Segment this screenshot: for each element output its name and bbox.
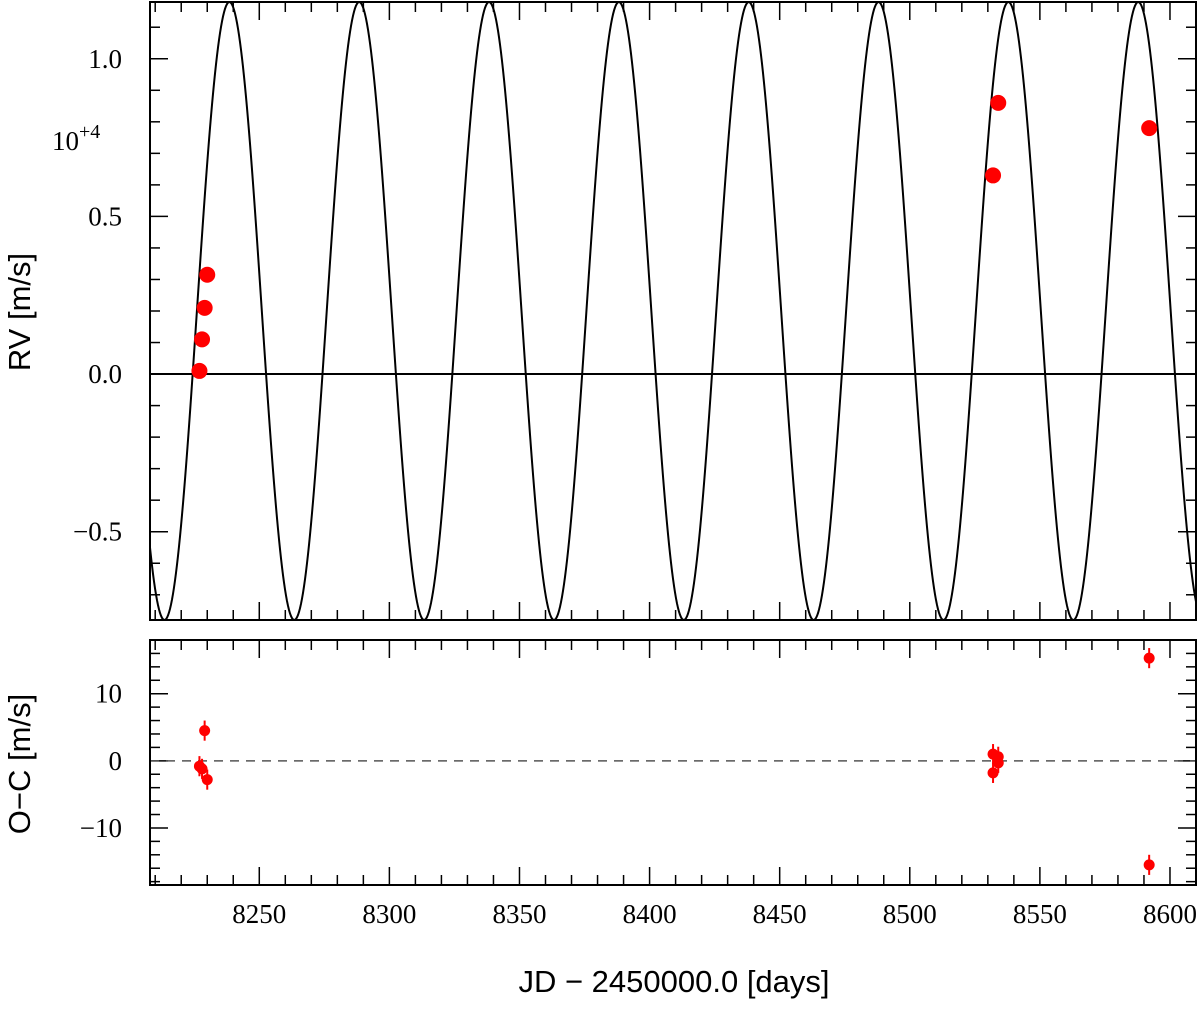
- rv-data-point: [196, 299, 213, 316]
- rv-data-point: [990, 94, 1007, 111]
- residual-ytick-label: −10: [80, 813, 122, 843]
- residual-xtick-label: 8450: [753, 899, 807, 929]
- rv-ticks-group: [150, 2, 1197, 620]
- rv-y-multiplier-exponent: +4: [79, 121, 100, 143]
- rv-data-point: [1141, 120, 1158, 137]
- rv-ytick-label: 0.0: [88, 359, 122, 389]
- residual-data-point: [1143, 652, 1155, 664]
- x-axis-title: JD − 2450000.0 [days]: [518, 964, 829, 999]
- residual-xtick-label: 8250: [232, 899, 286, 929]
- rv-ytick-label: 0.5: [88, 201, 122, 231]
- residual-xtick-label: 8550: [1013, 899, 1067, 929]
- residual-xtick-label: 8350: [492, 899, 546, 929]
- residual-ytick-label: 0: [109, 746, 123, 776]
- residual-data-point: [201, 774, 213, 786]
- residual-panel: −10 0 10 8250 8300 8350 8400 8450 8500 8550 8600 O…: [2, 639, 1197, 999]
- residual-ticks-group: [150, 639, 1197, 885]
- rv-y-multiplier-base: 10: [52, 126, 79, 156]
- residual-xtick-label: 8300: [362, 899, 416, 929]
- residual-xtick-label: 8500: [883, 899, 937, 929]
- rv-model-curve: [149, 0, 1197, 622]
- rv-data-point: [199, 266, 216, 283]
- residual-data-point: [199, 725, 211, 737]
- rv-panel-frame: [149, 1, 1197, 621]
- residual-panel-frame: [149, 639, 1197, 886]
- residual-ytick-label: 10: [95, 679, 122, 709]
- residual-data-point: [992, 757, 1004, 769]
- residual-labels-group: −10 0 10 8250 8300 8350 8400 8450 8500 8550 8600: [80, 679, 1197, 929]
- residual-points-group: [193, 648, 1155, 875]
- rv-ytick-label: 1.0: [88, 44, 122, 74]
- rv-points-group: [191, 94, 1158, 379]
- residual-data-point: [196, 763, 208, 775]
- rv-panel: −0.5 0.0 0.5 1.0 10+4 RV [m/s]: [2, 0, 1197, 622]
- rv-ytick-label: −0.5: [73, 517, 122, 547]
- rv-data-point: [194, 331, 211, 348]
- rv-labels-group: −0.5 0.0 0.5 1.0: [73, 44, 122, 547]
- rv-data-point: [985, 167, 1002, 184]
- rv-y-multiplier: 10+4: [52, 121, 100, 156]
- rv-model-group: [149, 0, 1197, 622]
- residual-xtick-label: 8400: [623, 899, 677, 929]
- residual-y-axis-title: O−C [m/s]: [2, 694, 37, 834]
- rv-y-axis-title: RV [m/s]: [2, 253, 37, 371]
- residual-data-point: [987, 767, 999, 779]
- residual-data-point: [1143, 859, 1155, 871]
- rv-data-point: [191, 362, 208, 379]
- residual-xtick-label: 8600: [1143, 899, 1197, 929]
